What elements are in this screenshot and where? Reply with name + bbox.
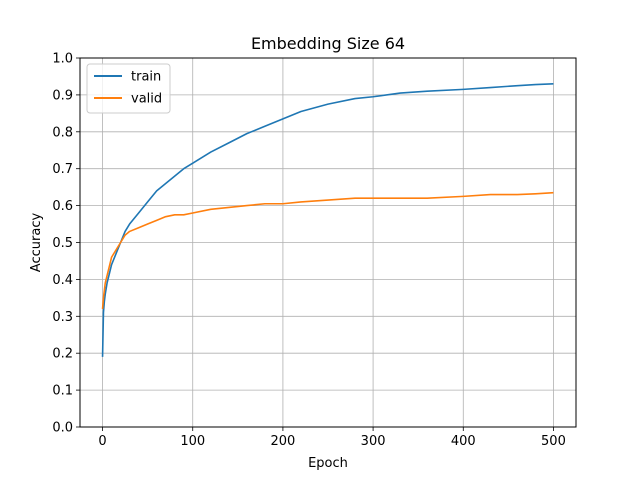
x-tick-label: 100 bbox=[180, 434, 205, 449]
x-tick-label: 200 bbox=[270, 434, 295, 449]
y-tick-label: 0.6 bbox=[52, 199, 73, 214]
legend-label-valid: valid bbox=[131, 92, 162, 107]
y-axis-label: Accuracy bbox=[29, 213, 44, 273]
series-line-valid bbox=[101, 191, 554, 309]
chart-title: Embedding Size 64 bbox=[251, 34, 405, 53]
x-tick-label: 0 bbox=[98, 434, 106, 449]
y-tick-label: 0.9 bbox=[52, 88, 73, 103]
x-axis-label: Epoch bbox=[308, 456, 348, 471]
y-tick-label: 0.4 bbox=[52, 273, 73, 288]
legend: train valid bbox=[86, 63, 171, 114]
y-tick-label: 0.0 bbox=[52, 421, 73, 436]
legend-label-train: train bbox=[131, 70, 161, 85]
y-tick-label: 0.3 bbox=[52, 310, 73, 325]
x-tick-label: 300 bbox=[361, 434, 386, 449]
y-tick-label: 1.0 bbox=[52, 52, 73, 67]
tick-layer: 0 100 200 300 400 500 0.0 0.1 0.2 0.3 0.4 0.5 0.6 0.7… bbox=[52, 52, 566, 450]
y-tick-label: 0.7 bbox=[52, 162, 73, 177]
y-tick-label: 0.1 bbox=[52, 384, 73, 399]
x-tick-label: 500 bbox=[541, 434, 566, 449]
series-line-train bbox=[101, 83, 554, 357]
y-tick-label: 0.5 bbox=[52, 236, 73, 251]
series-layer bbox=[101, 83, 554, 357]
y-tick-label: 0.2 bbox=[52, 347, 73, 362]
plot-frame bbox=[79, 57, 577, 428]
y-tick-label: 0.8 bbox=[52, 125, 73, 140]
x-tick-label: 400 bbox=[451, 434, 476, 449]
